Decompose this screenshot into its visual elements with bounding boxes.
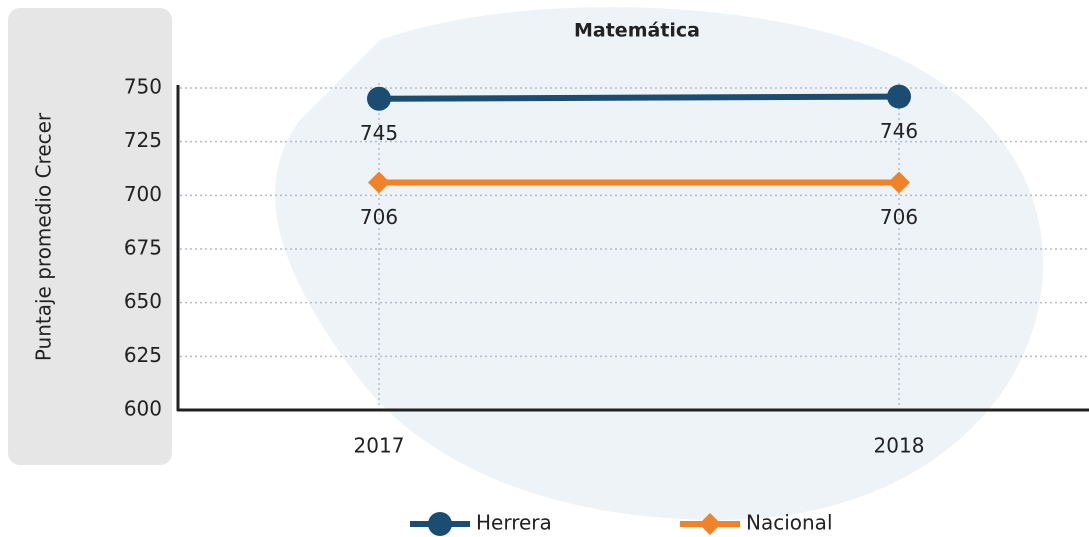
- y-label-panel: [8, 8, 172, 465]
- marker: [888, 171, 910, 194]
- legend-label: Herrera: [476, 511, 552, 535]
- y-tick-label: 750: [124, 75, 162, 99]
- data-label: 746: [880, 119, 918, 143]
- data-label: 706: [360, 205, 398, 229]
- y-tick-label: 675: [124, 236, 162, 260]
- x-tick-label: 2017: [354, 434, 405, 458]
- marker: [368, 171, 390, 194]
- series-line: [378, 93, 900, 102]
- y-axis-label: Puntaje promedio Crecer: [32, 112, 56, 361]
- data-label: 706: [880, 205, 918, 229]
- y-tick-label: 650: [124, 289, 162, 313]
- y-tick-label: 625: [124, 343, 162, 367]
- chart-title: Matemática: [574, 20, 700, 42]
- data-label: 745: [360, 121, 398, 145]
- marker: [428, 512, 452, 536]
- y-tick-label: 725: [124, 128, 162, 152]
- y-tick-label: 600: [124, 397, 162, 421]
- y-tick-label: 700: [124, 182, 162, 206]
- x-tick-label: 2018: [874, 434, 925, 458]
- marker: [699, 513, 721, 535]
- legend-label: Nacional: [746, 511, 833, 535]
- marker: [367, 86, 391, 111]
- marker: [887, 84, 911, 109]
- background-map: [275, 7, 1044, 521]
